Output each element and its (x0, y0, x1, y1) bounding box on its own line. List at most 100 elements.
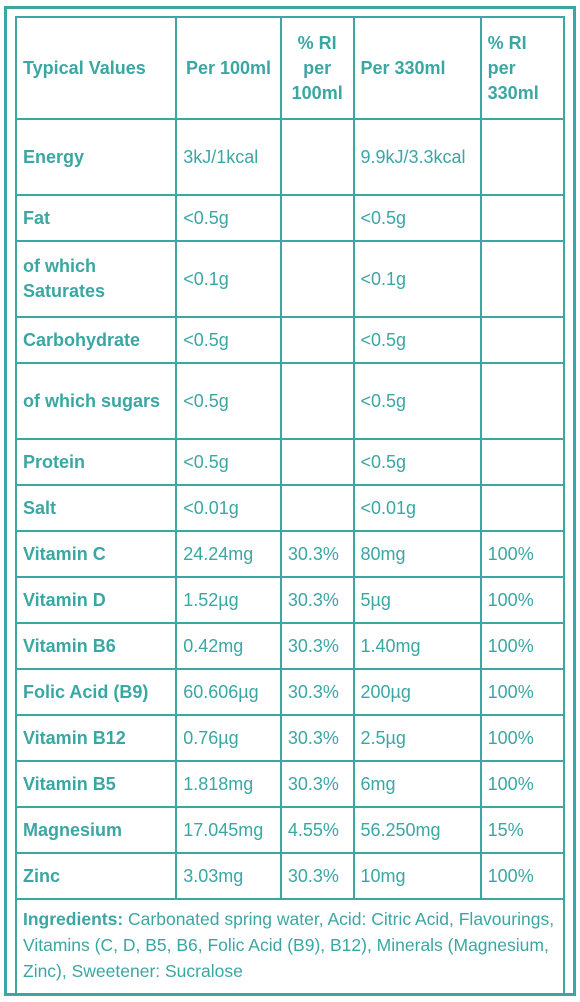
ingredients-label: Ingredients: (23, 909, 124, 929)
per-330ml-value: 1.40mg (352, 622, 482, 670)
per-330ml-value: <0.5g (352, 194, 482, 242)
ri-330ml-value (479, 316, 566, 364)
per-330ml-value: 6mg (352, 760, 482, 808)
table-row: Vitamin B5 1.818mg 30.3% 6mg 100% (14, 760, 566, 808)
ingredients-row: Ingredients: Carbonated spring water, Ac… (15, 898, 565, 996)
row-label: Fat (14, 194, 178, 242)
table-row: Magnesium 17.045mg 4.55% 56.250mg 15% (14, 806, 566, 854)
header-per-100ml: Per 100ml (175, 16, 282, 120)
per-100ml-value: 3kJ/1kcal (175, 118, 282, 196)
per-330ml-value: <0.5g (352, 438, 482, 486)
ri-330ml-value (479, 362, 566, 440)
row-label: of which sugars (14, 362, 178, 440)
ri-330ml-value: 100% (479, 714, 566, 762)
ri-330ml-value: 100% (479, 668, 566, 716)
ri-100ml-value: 30.3% (279, 714, 355, 762)
ri-100ml-value (279, 240, 355, 318)
ri-100ml-value: 30.3% (279, 668, 355, 716)
table-row: Energy 3kJ/1kcal 9.9kJ/3.3kcal (14, 118, 566, 196)
table-row: of which sugars <0.5g <0.5g (14, 362, 566, 440)
row-label: Energy (14, 118, 178, 196)
per-330ml-value: 5µg (352, 576, 482, 624)
ri-330ml-value: 100% (479, 530, 566, 578)
header-ri-100ml: % RI per 100ml (279, 16, 355, 120)
row-label: Zinc (14, 852, 178, 900)
table-row: Vitamin D 1.52µg 30.3% 5µg 100% (14, 576, 566, 624)
header-row: Typical Values Per 100ml % RI per 100ml … (14, 16, 566, 120)
nutrition-panel: Typical Values Per 100ml % RI per 100ml … (4, 6, 576, 996)
ri-330ml-value: 15% (479, 806, 566, 854)
ri-100ml-value: 30.3% (279, 576, 355, 624)
row-label: Protein (14, 438, 178, 486)
ri-100ml-value (279, 438, 355, 486)
table-row: Carbohydrate <0.5g <0.5g (14, 316, 566, 364)
ri-330ml-value (479, 484, 566, 532)
ri-100ml-value: 4.55% (279, 806, 355, 854)
table-row: Vitamin B12 0.76µg 30.3% 2.5µg 100% (14, 714, 566, 762)
per-100ml-value: <0.5g (175, 438, 282, 486)
per-100ml-value: <0.5g (175, 362, 282, 440)
ri-100ml-value (279, 362, 355, 440)
per-330ml-value: 80mg (352, 530, 482, 578)
per-100ml-value: <0.5g (175, 194, 282, 242)
per-330ml-value: 2.5µg (352, 714, 482, 762)
per-100ml-value: 1.818mg (175, 760, 282, 808)
ri-100ml-value: 30.3% (279, 530, 355, 578)
table-row: Folic Acid (B9) 60.606µg 30.3% 200µg 100… (14, 668, 566, 716)
per-330ml-value: 9.9kJ/3.3kcal (352, 118, 482, 196)
per-330ml-value: <0.5g (352, 316, 482, 364)
row-label: Magnesium (14, 806, 178, 854)
row-label: Folic Acid (B9) (14, 668, 178, 716)
row-label: Carbohydrate (14, 316, 178, 364)
per-100ml-value: <0.5g (175, 316, 282, 364)
ri-100ml-value (279, 118, 355, 196)
per-330ml-value: 200µg (352, 668, 482, 716)
header-typical-values: Typical Values (14, 16, 178, 120)
table-row: Protein <0.5g <0.5g (14, 438, 566, 486)
per-100ml-value: 3.03mg (175, 852, 282, 900)
row-label: Salt (14, 484, 178, 532)
per-100ml-value: 1.52µg (175, 576, 282, 624)
header-per-330ml: Per 330ml (352, 16, 482, 120)
ri-330ml-value (479, 194, 566, 242)
row-label: Vitamin B5 (14, 760, 178, 808)
row-label: Vitamin B6 (14, 622, 178, 670)
ri-330ml-value: 100% (479, 576, 566, 624)
per-100ml-value: <0.1g (175, 240, 282, 318)
row-label: Vitamin B12 (14, 714, 178, 762)
row-label: of which Saturates (14, 240, 178, 318)
per-330ml-value: 10mg (352, 852, 482, 900)
per-100ml-value: 0.42mg (175, 622, 282, 670)
per-330ml-value: <0.01g (352, 484, 482, 532)
ri-330ml-value: 100% (479, 760, 566, 808)
table-row: of which Saturates <0.1g <0.1g (14, 240, 566, 318)
ri-100ml-value (279, 484, 355, 532)
table-row: Vitamin C 24.24mg 30.3% 80mg 100% (14, 530, 566, 578)
table-row: Fat <0.5g <0.5g (14, 194, 566, 242)
row-label: Vitamin C (14, 530, 178, 578)
ri-100ml-value: 30.3% (279, 852, 355, 900)
ri-330ml-value: 100% (479, 622, 566, 670)
nutrition-table: Typical Values Per 100ml % RI per 100ml … (14, 16, 566, 996)
table-row: Salt <0.01g <0.01g (14, 484, 566, 532)
ri-330ml-value: 100% (479, 852, 566, 900)
ri-100ml-value (279, 316, 355, 364)
header-ri-330ml: % RI per 330ml (479, 16, 566, 120)
ri-330ml-value (479, 118, 566, 196)
row-label: Vitamin D (14, 576, 178, 624)
per-330ml-value: <0.5g (352, 362, 482, 440)
ingredients-text: Carbonated spring water, Acid: Citric Ac… (23, 909, 555, 981)
ri-330ml-value (479, 240, 566, 318)
table-row: Zinc 3.03mg 30.3% 10mg 100% (14, 852, 566, 900)
ri-100ml-value: 30.3% (279, 622, 355, 670)
ingredients-cell: Ingredients: Carbonated spring water, Ac… (15, 898, 565, 996)
ri-100ml-value (279, 194, 355, 242)
per-100ml-value: 60.606µg (175, 668, 282, 716)
table-row: Vitamin B6 0.42mg 30.3% 1.40mg 100% (14, 622, 566, 670)
per-100ml-value: <0.01g (175, 484, 282, 532)
ri-100ml-value: 30.3% (279, 760, 355, 808)
per-100ml-value: 24.24mg (175, 530, 282, 578)
ri-330ml-value (479, 438, 566, 486)
per-330ml-value: 56.250mg (352, 806, 482, 854)
per-100ml-value: 17.045mg (175, 806, 282, 854)
